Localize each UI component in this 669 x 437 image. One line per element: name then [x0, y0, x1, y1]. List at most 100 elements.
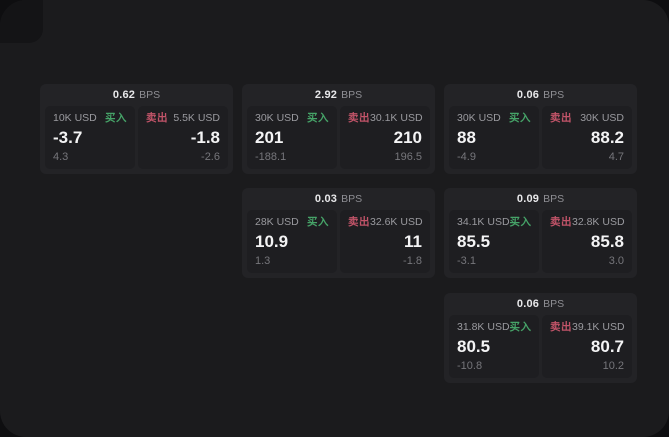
buy-price: 10.9 — [255, 232, 289, 251]
quote-card-2[interactable]: 2.92 BPS 30K USD 买入 201 -188.1 卖出 30.1K … — [242, 84, 435, 174]
buy-panel-top: 10K USD 买入 — [53, 112, 127, 125]
card-body: 28K USD 买入 10.9 1.3 卖出 32.6K USD 11 -1.8 — [242, 210, 435, 278]
buy-notional: 30K USD — [255, 112, 299, 124]
sell-notional: 30.1K USD — [370, 112, 423, 124]
buy-delta: 1.3 — [255, 255, 271, 267]
card-header: 0.06 BPS — [444, 293, 637, 315]
sell-price: -1.8 — [190, 128, 220, 147]
bps-unit-label: BPS — [341, 89, 363, 101]
quote-card-6[interactable]: 0.06 BPS 31.8K USD 买入 80.5 -10.8 卖出 39.1… — [444, 293, 637, 383]
buy-notional: 10K USD — [53, 112, 97, 124]
sell-delta: -1.8 — [403, 255, 422, 267]
card-header: 2.92 BPS — [242, 84, 435, 106]
card-body: 34.1K USD 买入 85.5 -3.1 卖出 32.8K USD 85.8… — [444, 210, 637, 278]
buy-panel-top: 30K USD 买入 — [255, 112, 329, 125]
sell-label: 卖出 — [146, 112, 168, 124]
sell-panel[interactable]: 卖出 30K USD 88.2 4.7 — [542, 106, 632, 169]
bps-unit-label: BPS — [341, 193, 363, 205]
buy-price: 85.5 — [457, 232, 491, 251]
sell-notional: 39.1K USD — [572, 321, 625, 333]
buy-label: 买入 — [509, 216, 532, 228]
sell-panel[interactable]: 卖出 32.6K USD 11 -1.8 — [340, 210, 430, 273]
buy-label: 买入 — [509, 112, 531, 124]
buy-price: 201 — [255, 128, 284, 147]
buy-panel[interactable]: 34.1K USD 买入 85.5 -3.1 — [449, 210, 539, 273]
corner-tile — [0, 0, 43, 43]
buy-panel[interactable]: 31.8K USD 买入 80.5 -10.8 — [449, 315, 539, 378]
bps-unit-label: BPS — [139, 89, 161, 101]
sell-panel-top: 卖出 30K USD — [550, 112, 624, 125]
card-body: 30K USD 买入 201 -188.1 卖出 30.1K USD 210 1… — [242, 106, 435, 174]
sell-label: 卖出 — [348, 216, 370, 228]
bps-unit-label: BPS — [543, 193, 565, 205]
buy-delta: -188.1 — [255, 151, 287, 163]
bps-unit-label: BPS — [543, 89, 565, 101]
bps-value: 0.03 — [314, 193, 338, 205]
sell-notional: 5.5K USD — [173, 112, 220, 124]
buy-notional: 28K USD — [255, 216, 299, 228]
buy-notional: 34.1K USD — [457, 216, 510, 228]
buy-price: 88 — [457, 128, 476, 147]
buy-notional: 30K USD — [457, 112, 501, 124]
card-header: 0.06 BPS — [444, 84, 637, 106]
sell-panel-top: 卖出 32.8K USD — [550, 216, 625, 229]
sell-price: 80.7 — [590, 337, 624, 356]
bps-value: 0.06 — [516, 298, 540, 310]
buy-delta: -3.1 — [457, 255, 476, 267]
buy-label: 买入 — [509, 321, 532, 333]
sell-notional: 30K USD — [580, 112, 624, 124]
buy-panel-top: 30K USD 买入 — [457, 112, 531, 125]
sell-label: 卖出 — [550, 321, 572, 333]
sell-panel[interactable]: 卖出 5.5K USD -1.8 -2.6 — [138, 106, 228, 169]
bps-value: 2.92 — [314, 89, 338, 101]
buy-label: 买入 — [307, 112, 329, 124]
buy-panel-top: 31.8K USD 买入 — [457, 321, 531, 334]
buy-delta: -4.9 — [457, 151, 476, 163]
buy-panel-top: 28K USD 买入 — [255, 216, 329, 229]
buy-panel-top: 34.1K USD 买入 — [457, 216, 531, 229]
card-body: 31.8K USD 买入 80.5 -10.8 卖出 39.1K USD 80.… — [444, 315, 637, 383]
sell-price: 88.2 — [590, 128, 624, 147]
card-header: 0.62 BPS — [40, 84, 233, 106]
sell-panel-top: 卖出 5.5K USD — [146, 112, 220, 125]
sell-panel-top: 卖出 39.1K USD — [550, 321, 625, 334]
sell-delta: -2.6 — [201, 151, 220, 163]
sell-panel[interactable]: 卖出 39.1K USD 80.7 10.2 — [542, 315, 632, 378]
sell-label: 卖出 — [550, 216, 572, 228]
sell-price: 11 — [404, 232, 422, 251]
sell-panel-top: 卖出 30.1K USD — [348, 112, 423, 125]
bps-value: 0.62 — [112, 89, 136, 101]
buy-label: 买入 — [307, 216, 329, 228]
card-header: 0.03 BPS — [242, 188, 435, 210]
bps-value: 0.06 — [516, 89, 540, 101]
buy-price: -3.7 — [53, 128, 83, 147]
buy-panel[interactable]: 10K USD 买入 -3.7 4.3 — [45, 106, 135, 169]
quote-card-3[interactable]: 0.06 BPS 30K USD 买入 88 -4.9 卖出 30K USD 8… — [444, 84, 637, 174]
sell-panel[interactable]: 卖出 32.8K USD 85.8 3.0 — [542, 210, 632, 273]
card-body: 10K USD 买入 -3.7 4.3 卖出 5.5K USD -1.8 -2.… — [40, 106, 233, 174]
buy-label: 买入 — [105, 112, 127, 124]
sell-panel[interactable]: 卖出 30.1K USD 210 196.5 — [340, 106, 430, 169]
buy-delta: 4.3 — [53, 151, 69, 163]
quote-card-5[interactable]: 0.09 BPS 34.1K USD 买入 85.5 -3.1 卖出 32.8K… — [444, 188, 637, 278]
sell-notional: 32.8K USD — [572, 216, 625, 228]
buy-panel[interactable]: 30K USD 买入 88 -4.9 — [449, 106, 539, 169]
card-body: 30K USD 买入 88 -4.9 卖出 30K USD 88.2 4.7 — [444, 106, 637, 174]
buy-delta: -10.8 — [457, 360, 483, 372]
sell-price: 85.8 — [590, 232, 624, 251]
sell-delta: 3.0 — [608, 255, 624, 267]
quote-card-4[interactable]: 0.03 BPS 28K USD 买入 10.9 1.3 卖出 32.6K US… — [242, 188, 435, 278]
sell-delta: 196.5 — [394, 151, 422, 163]
sell-label: 卖出 — [348, 112, 370, 124]
buy-panel[interactable]: 30K USD 买入 201 -188.1 — [247, 106, 337, 169]
sell-delta: 4.7 — [608, 151, 624, 163]
bps-unit-label: BPS — [543, 298, 565, 310]
buy-price: 80.5 — [457, 337, 491, 356]
sell-price: 210 — [393, 128, 422, 147]
quote-card-1[interactable]: 0.62 BPS 10K USD 买入 -3.7 4.3 卖出 5.5K USD… — [40, 84, 233, 174]
bps-value: 0.09 — [516, 193, 540, 205]
buy-panel[interactable]: 28K USD 买入 10.9 1.3 — [247, 210, 337, 273]
sell-label: 卖出 — [550, 112, 572, 124]
sell-panel-top: 卖出 32.6K USD — [348, 216, 423, 229]
